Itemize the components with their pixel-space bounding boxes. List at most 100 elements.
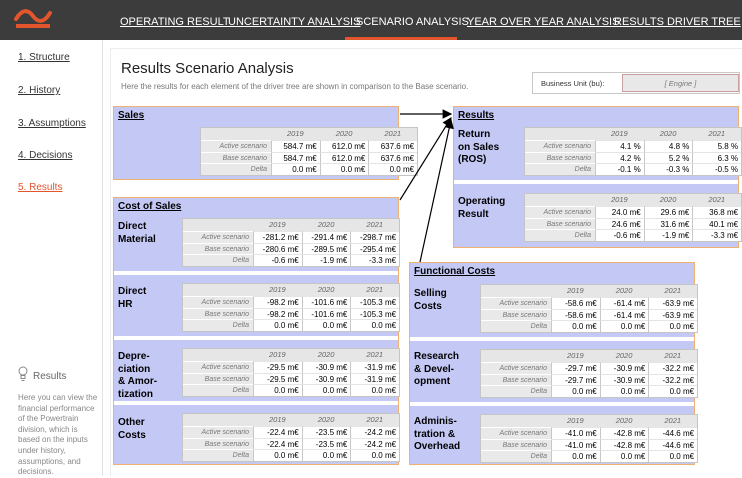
value-cell: 4.2 % <box>595 151 644 163</box>
block-separator <box>454 180 738 184</box>
value-cell: 0.0 m€ <box>301 449 351 461</box>
sidebar-item-structure[interactable]: 1. Structure <box>18 52 70 63</box>
year-header: 2019 <box>611 129 628 138</box>
block-label: Other Costs <box>118 417 146 441</box>
top-navigation-bar: OPERATING RESULT UNCERTAINTY ANALYSIS SCEN… <box>0 0 742 40</box>
year-header: 2020 <box>659 129 677 138</box>
value-cell: -30.9 m€ <box>599 362 649 374</box>
row-label: Base scenario <box>183 307 253 319</box>
value-cell: 29.6 m€ <box>643 206 693 218</box>
scenario-table: 2019 2020 2021 Active scenario 4.1 % 4.8 % 5.8… <box>524 127 742 176</box>
value-cell: 637.6 m€ <box>368 140 418 152</box>
value-cell: -41.0 m€ <box>551 427 600 439</box>
year-header: 2019 <box>567 416 584 425</box>
year-header: 2020 <box>317 220 335 229</box>
year-header: 2021 <box>366 285 384 294</box>
wave-logo-icon[interactable] <box>14 8 52 32</box>
value-cell: 0.0 m€ <box>301 319 351 331</box>
scenario-table: 2019 2020 2021 Active scenario 24.0 m€ 29.6 m… <box>524 193 742 242</box>
value-cell: 612.0 m€ <box>319 140 369 152</box>
sidebar-item-assumptions[interactable]: 3. Assumptions <box>18 118 86 129</box>
value-cell: -30.9 m€ <box>599 373 649 385</box>
page-subtitle: Here the results for each element of the… <box>121 82 469 91</box>
value-cell: 0.0 m€ <box>551 385 600 397</box>
value-cell: 0.0 m€ <box>599 320 649 332</box>
table-header-row <box>183 349 400 361</box>
table-header-row <box>481 350 698 362</box>
value-cell: -31.9 m€ <box>350 361 400 373</box>
value-cell: -29.5 m€ <box>253 372 302 384</box>
sales-card: Sales 2019 2020 2021 Active scenario 584.7 m… <box>113 106 419 180</box>
value-cell: 0.0 m€ <box>253 319 302 331</box>
value-cell: 0.0 m€ <box>551 450 600 462</box>
value-cell: -3.3 m€ <box>350 254 400 266</box>
value-cell: 5.8 % <box>692 140 742 152</box>
block-label: Adminis- tration & Overhead <box>414 416 461 452</box>
tab-operating-result[interactable]: OPERATING RESULT <box>120 16 230 28</box>
value-cell: 24.6 m€ <box>595 217 644 229</box>
value-cell: -44.6 m€ <box>648 427 698 439</box>
value-cell: -295.4 m€ <box>350 242 400 254</box>
year-header: 2021 <box>664 286 682 295</box>
row-label: Delta <box>183 254 253 266</box>
block-separator <box>114 401 398 405</box>
scenario-table: 2019 2020 2021 Active scenario -58.6 m€ -61.4… <box>480 284 699 333</box>
year-header: 2019 <box>567 351 584 360</box>
year-header: 2020 <box>615 416 633 425</box>
table-header-row <box>183 414 400 426</box>
value-cell: -298.7 m€ <box>350 231 400 243</box>
page-title: Results Scenario Analysis <box>121 60 294 77</box>
value-cell: 5.2 % <box>643 151 693 163</box>
value-cell: 0.0 m€ <box>301 384 351 396</box>
block-label: Operating Result <box>458 196 506 220</box>
row-label: Delta <box>201 163 271 175</box>
value-cell: 0.0 m€ <box>599 450 649 462</box>
value-cell: -101.6 m€ <box>301 307 351 319</box>
year-header: 2019 <box>287 129 304 138</box>
table-header-row <box>201 128 418 140</box>
tab-uncertainty-analysis[interactable]: UNCERTAINTY ANALYSIS <box>228 16 361 28</box>
sidebar-item-decisions[interactable]: 4. Decisions <box>18 150 73 161</box>
value-cell: -105.3 m€ <box>350 296 400 308</box>
business-unit-field[interactable]: [ Engine ] <box>622 74 739 92</box>
row-label: Base scenario <box>481 308 551 320</box>
value-cell: 0.0 m€ <box>599 385 649 397</box>
block-separator <box>410 337 694 341</box>
tab-year-over-year-analysis[interactable]: YEAR OVER YEAR ANALYSIS <box>467 16 620 28</box>
value-cell: 0.0 m€ <box>350 384 400 396</box>
value-cell: -105.3 m€ <box>350 307 400 319</box>
row-label: Delta <box>183 384 253 396</box>
value-cell: -42.8 m€ <box>599 427 649 439</box>
row-label: Base scenario <box>481 438 551 450</box>
value-cell: -98.2 m€ <box>253 296 302 308</box>
row-label: Active scenario <box>183 361 253 373</box>
results-card-title: Results <box>458 110 495 121</box>
year-header: 2020 <box>615 286 633 295</box>
value-cell: -63.9 m€ <box>648 308 698 320</box>
year-header: 2019 <box>269 285 286 294</box>
value-cell: 4.1 % <box>595 140 644 152</box>
year-header: 2019 <box>611 195 628 204</box>
value-cell: -58.6 m€ <box>551 308 600 320</box>
business-unit-label: Business Unit (bu): <box>541 79 605 88</box>
row-label: Base scenario <box>525 217 595 229</box>
value-cell: -281.2 m€ <box>253 231 302 243</box>
functional-costs-card-title: Functional Costs <box>414 266 496 277</box>
value-cell: -101.6 m€ <box>301 296 351 308</box>
scenario-table: 2019 2020 2021 Active scenario -41.0 m€ -42.8… <box>480 414 699 463</box>
row-label: Delta <box>481 320 551 332</box>
value-cell: -3.3 m€ <box>692 229 742 241</box>
value-cell: -0.5 % <box>692 163 742 175</box>
year-header: 2019 <box>269 220 286 229</box>
year-header: 2021 <box>664 351 682 360</box>
year-header: 2021 <box>366 220 384 229</box>
year-header: 2019 <box>269 415 286 424</box>
sidebar-item-history[interactable]: 2. History <box>18 85 61 96</box>
value-cell: 31.6 m€ <box>643 217 693 229</box>
year-header: 2019 <box>567 286 584 295</box>
tab-results-driver-tree[interactable]: RESULTS DRIVER TREE <box>614 16 741 28</box>
tab-scenario-analysis[interactable]: SCENARIO ANALYSIS <box>356 16 469 28</box>
sidebar-item-results[interactable]: 5. Results <box>18 182 63 193</box>
functional-costs-card: Functional Costs Selling Costs 2019 2020 20… <box>409 262 699 465</box>
value-cell: -22.4 m€ <box>253 426 302 438</box>
